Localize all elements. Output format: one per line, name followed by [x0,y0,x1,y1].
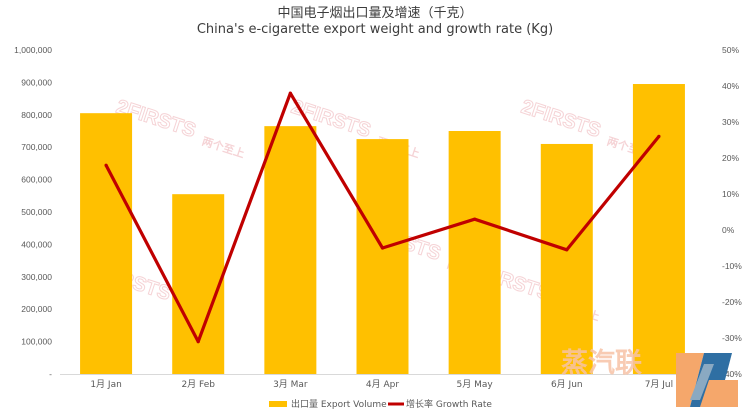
legend-label-export-volume: 出口量 Export Volume [291,398,387,410]
right-tick-label: 0% [722,225,735,235]
right-tick-label: 40% [722,81,739,91]
right-tick-label: 20% [722,153,739,163]
logo-text: 蒸汽联 [561,348,642,379]
left-tick-label: - [49,369,52,379]
left-axis-ticks: - 100,000 200,000 300,000 400,000 500,000 600,… [14,45,52,379]
logo-orange-block [700,380,738,407]
growth-rate-point [657,134,661,138]
right-axis-ticks: -40% -30% -20% -10% 0% 10% 20% 30% 40% 50% [722,45,742,379]
right-tick-label: -30% [722,333,742,343]
left-tick-label: 800,000 [21,110,52,120]
legend-label-growth-rate: 增长率 Growth Rate [406,398,492,410]
bar [264,126,317,374]
growth-rate-point [380,246,385,250]
growth-rate-point [288,91,292,95]
bar [172,194,225,374]
x-tick-label: 6月 Jun [551,379,583,390]
chart-subtitle: China's e-cigarette export weight and gr… [196,22,554,37]
right-tick-label: 10% [722,189,739,199]
bar-series [80,84,685,375]
left-tick-label: 400,000 [21,239,52,249]
left-tick-label: 600,000 [21,175,52,185]
x-tick-label: 3月 Mar [273,379,308,390]
x-tick-label: 7月 Jul [645,379,673,390]
legend: 出口量 Export Volume 增长率 Growth Rate [269,398,492,410]
logo-orange-shape [676,353,704,407]
brand-logo: 蒸汽联 [561,348,738,407]
x-tick-label: 5月 May [457,379,494,390]
right-tick-label: -40% [722,369,742,379]
left-tick-label: 1,000,000 [14,45,52,55]
bar [540,143,593,374]
watermark-cn-text: 两个至上 [200,134,246,161]
bar [356,139,409,374]
right-tick-label: -10% [722,261,742,271]
left-tick-label: 300,000 [21,272,52,282]
legend-swatch-export-volume [269,401,287,407]
growth-rate-point [565,248,569,252]
bar [448,131,501,374]
line-series [104,91,661,344]
growth-rate-point [104,163,108,167]
left-tick-label: 100,000 [21,337,52,347]
right-tick-label: 30% [722,117,739,127]
x-tick-label: 2月 Feb [181,379,215,390]
bar [80,113,133,375]
growth-rate-point [196,340,200,344]
logo-stripe [690,364,714,400]
left-tick-label: 900,000 [21,77,52,87]
right-tick-label: 50% [722,45,739,55]
bar [632,84,685,375]
growth-rate-point [473,217,477,221]
watermark-text: 2FIRSTS [518,96,603,142]
x-axis-ticks: 1月 Jan 2月 Feb 3月 Mar 4月 Apr 5月 May 6月 Jun 7月 J… [90,379,673,390]
x-tick-label: 1月 Jan [90,379,121,390]
chart-title: 中国电子烟出口量及增速（千克） [277,6,473,21]
x-tick-label: 4月 Apr [366,379,399,390]
left-tick-label: 700,000 [21,142,52,152]
right-tick-label: -20% [722,297,742,307]
left-tick-label: 200,000 [21,304,52,314]
left-tick-label: 500,000 [21,207,52,217]
